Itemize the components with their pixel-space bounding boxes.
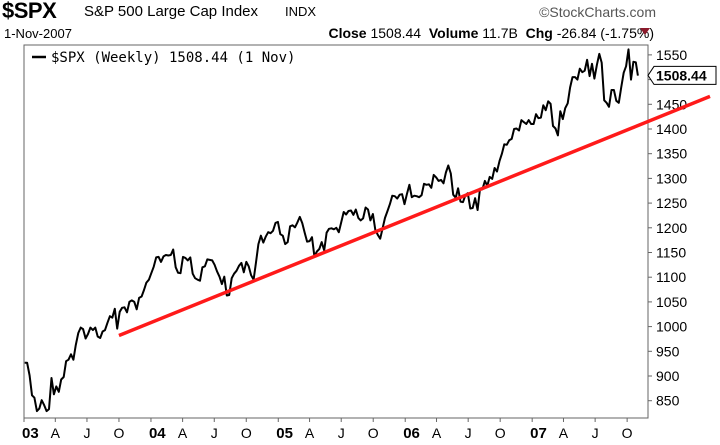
x-tick-label: 06 xyxy=(403,425,420,442)
chg-value: -26.84 (-1.75%) xyxy=(556,25,654,41)
x-tick-label: A xyxy=(51,425,61,441)
y-tick-label: 900 xyxy=(656,368,680,384)
ticker-symbol: $SPX xyxy=(2,0,57,23)
y-tick-label: 1150 xyxy=(656,244,686,260)
chg-label: Chg xyxy=(525,25,553,41)
x-tick-label: J xyxy=(211,425,218,441)
x-tick-label: J xyxy=(83,425,90,441)
x-tick-label: J xyxy=(592,425,599,441)
y-tick-label: 1000 xyxy=(656,319,687,335)
x-tick-label: J xyxy=(338,425,345,441)
brand-watermark: ©StockCharts.com xyxy=(539,4,656,20)
x-tick-label: A xyxy=(432,425,442,441)
x-tick-label: O xyxy=(622,425,633,441)
x-tick-label: O xyxy=(368,425,379,441)
quote-stats: Close 1508.44 Volume 11.7B Chg -26.84 (-… xyxy=(328,25,654,41)
last-value-tag xyxy=(647,65,717,85)
trendline xyxy=(118,94,711,338)
volume-value: 11.7B xyxy=(482,25,518,41)
y-tick-label: 1550 xyxy=(656,47,687,63)
x-tick-label: A xyxy=(305,425,315,441)
x-tick-label: A xyxy=(178,425,188,441)
y-tick-label: 1050 xyxy=(656,294,687,310)
x-tick-label: O xyxy=(114,425,125,441)
x-tick-label: A xyxy=(559,425,569,441)
x-tick-label: O xyxy=(241,425,252,441)
y-tick-label: 1100 xyxy=(656,269,686,285)
x-tick-label: J xyxy=(465,425,472,441)
x-tick-label: 04 xyxy=(149,425,166,442)
y-tick-label: 1300 xyxy=(656,170,687,186)
y-tick-label: 950 xyxy=(656,343,680,359)
x-tick-label: O xyxy=(495,425,506,441)
y-tick-label: 1350 xyxy=(656,146,687,162)
change-down-arrow-icon xyxy=(640,28,650,35)
price-series-line xyxy=(24,48,639,413)
y-tick-label: 850 xyxy=(656,393,680,409)
close-value: 1508.44 xyxy=(370,25,422,41)
volume-label: Volume xyxy=(428,25,479,41)
exchange-label: INDX xyxy=(285,4,317,19)
y-tick-label: 1250 xyxy=(656,195,687,211)
y-tick-label: 1400 xyxy=(656,121,687,137)
x-tick-label: 07 xyxy=(530,425,547,442)
last-value-label: 1508.44 xyxy=(656,67,707,83)
quote-date: 1-Nov-2007 xyxy=(4,26,72,41)
plot-area-border xyxy=(23,44,649,419)
close-label: Close xyxy=(328,25,367,41)
x-tick-label: 05 xyxy=(276,425,293,442)
legend-box xyxy=(28,48,328,66)
y-tick-label: 1200 xyxy=(656,220,687,236)
legend-label: $SPX (Weekly) 1508.44 (1 Nov) xyxy=(51,50,295,66)
y-tick-label: 1450 xyxy=(656,96,687,112)
x-tick-label: 03 xyxy=(22,425,39,442)
index-name: S&P 500 Large Cap Index xyxy=(84,3,259,20)
